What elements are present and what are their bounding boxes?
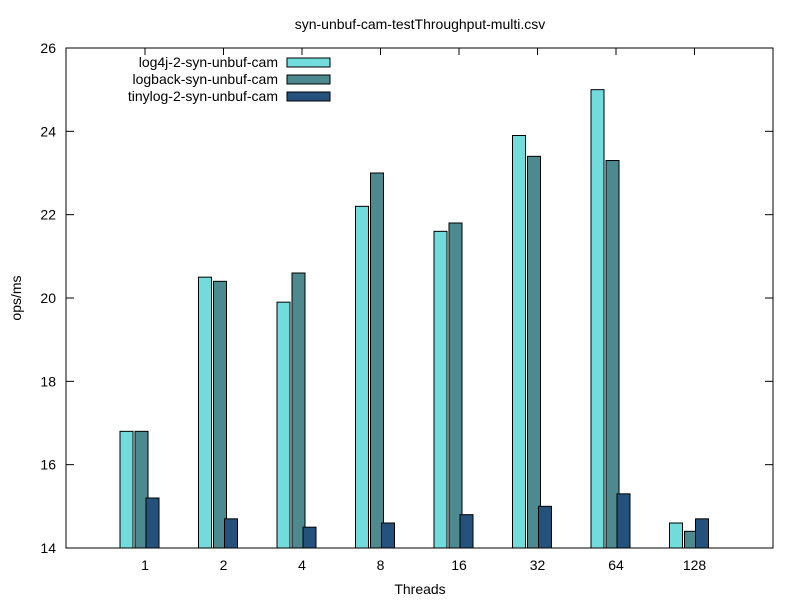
bar-tinylog-2-syn-unbuf-cam-2 [224,518,238,549]
bar-logback-syn-unbuf-cam-16 [448,222,463,549]
legend-label: log4j-2-syn-unbuf-cam [139,54,278,70]
y-tick-label: 22 [40,207,56,223]
bar-tinylog-2-syn-unbuf-cam-32 [538,505,552,549]
bar-logback-syn-unbuf-cam-64 [605,160,620,549]
bar-tinylog-2-syn-unbuf-cam-1 [145,497,160,549]
x-tick-label: 1 [141,557,149,573]
x-axis-label: Threads [394,581,445,597]
bars-group [119,89,709,549]
x-tick-label: 32 [530,557,546,573]
x-tick-label: 16 [451,557,467,573]
x-axis: 1 2 4 8 16 32 64 128 [141,48,706,573]
bar-logback-syn-unbuf-cam-2 [213,280,227,549]
bar-logback-syn-unbuf-cam-4 [291,272,306,549]
bar-tinylog-2-syn-unbuf-cam-128 [695,518,709,549]
x-tick-label: 4 [298,557,306,573]
bar-log4j-2-syn-unbuf-cam-2 [198,276,212,549]
x-tick-label: 128 [683,557,707,573]
bar-log4j-2-syn-unbuf-cam-64 [590,89,605,549]
legend-label: tinylog-2-syn-unbuf-cam [128,88,278,104]
y-axis: 14 16 18 20 22 24 26 [40,40,773,556]
y-tick-label: 14 [40,540,56,556]
bar-logback-syn-unbuf-cam-8 [370,172,384,549]
bar-logback-syn-unbuf-cam-32 [527,155,541,549]
bar-log4j-2-syn-unbuf-cam-128 [669,522,683,549]
y-tick-label: 24 [40,123,56,139]
bar-log4j-2-syn-unbuf-cam-16 [433,230,448,549]
legend: log4j-2-syn-unbuf-camlogback-syn-unbuf-c… [128,54,331,104]
bar-tinylog-2-syn-unbuf-cam-16 [459,514,474,549]
bar-log4j-2-syn-unbuf-cam-4 [276,301,291,549]
bar-log4j-2-syn-unbuf-cam-8 [355,205,369,549]
bar-log4j-2-syn-unbuf-cam-32 [512,135,526,549]
legend-swatch [286,57,331,68]
legend-swatch [286,91,331,102]
y-tick-label: 16 [40,457,56,473]
bar-tinylog-2-syn-unbuf-cam-4 [302,526,317,549]
legend-label: logback-syn-unbuf-cam [132,71,278,87]
y-tick-label: 26 [40,40,56,56]
y-tick-label: 20 [40,290,56,306]
bar-tinylog-2-syn-unbuf-cam-8 [381,522,395,549]
chart-title: syn-unbuf-cam-testThroughput-multi.csv [295,16,546,32]
legend-swatch [286,74,331,85]
y-tick-label: 18 [40,373,56,389]
bar-log4j-2-syn-unbuf-cam-1 [119,430,134,549]
bar-tinylog-2-syn-unbuf-cam-64 [616,493,631,549]
plot-frame [65,47,774,549]
x-tick-label: 8 [377,557,385,573]
bar-logback-syn-unbuf-cam-1 [134,430,149,549]
x-tick-label: 2 [220,557,228,573]
y-axis-label: ops/ms [8,275,24,320]
x-tick-label: 64 [608,557,624,573]
